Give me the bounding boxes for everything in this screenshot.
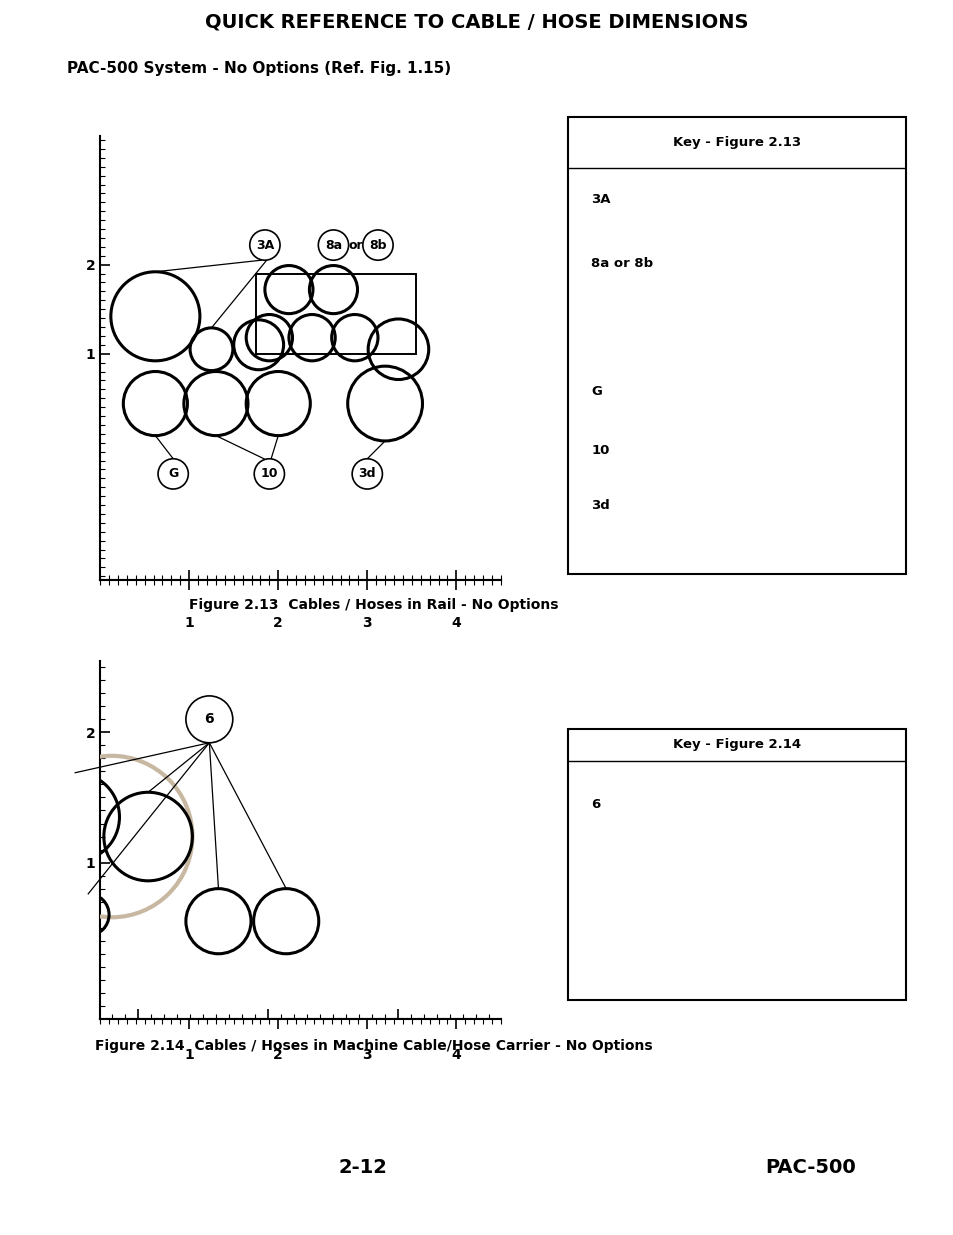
Text: 10: 10 [591,445,609,457]
Text: or: or [348,238,363,252]
Text: QUICK REFERENCE TO CABLE / HOSE DIMENSIONS: QUICK REFERENCE TO CABLE / HOSE DIMENSIO… [205,12,748,31]
Text: 3A: 3A [255,238,274,252]
Text: 3A: 3A [591,193,610,206]
Circle shape [250,230,280,261]
Text: Key - Figure 2.13: Key - Figure 2.13 [672,136,801,149]
Text: PAC-500: PAC-500 [764,1157,856,1177]
Text: G: G [168,467,178,480]
Text: 8b: 8b [369,238,386,252]
Circle shape [362,230,393,261]
Text: 6: 6 [204,713,213,726]
Text: Key - Figure 2.14: Key - Figure 2.14 [672,739,801,751]
Text: 3d: 3d [591,499,610,513]
Circle shape [318,230,348,261]
Text: 6: 6 [591,798,600,811]
Bar [255,274,416,353]
Text: 8a or 8b: 8a or 8b [591,257,653,270]
Circle shape [186,695,233,742]
Circle shape [352,458,382,489]
Text: 3d: 3d [358,467,375,480]
Text: Figure 2.14  Cables / Hoses in Machine Cable/Hose Carrier - No Options: Figure 2.14 Cables / Hoses in Machine Ca… [95,1039,652,1053]
Circle shape [253,458,284,489]
Text: 10: 10 [260,467,278,480]
Circle shape [158,458,188,489]
Text: G: G [591,385,601,398]
Text: PAC-500 System - No Options (Ref. Fig. 1.15): PAC-500 System - No Options (Ref. Fig. 1… [67,62,451,77]
Text: 8a: 8a [325,238,342,252]
Text: Figure 2.13  Cables / Hoses in Rail - No Options: Figure 2.13 Cables / Hoses in Rail - No … [189,598,558,613]
Text: 2-12: 2-12 [337,1157,387,1177]
